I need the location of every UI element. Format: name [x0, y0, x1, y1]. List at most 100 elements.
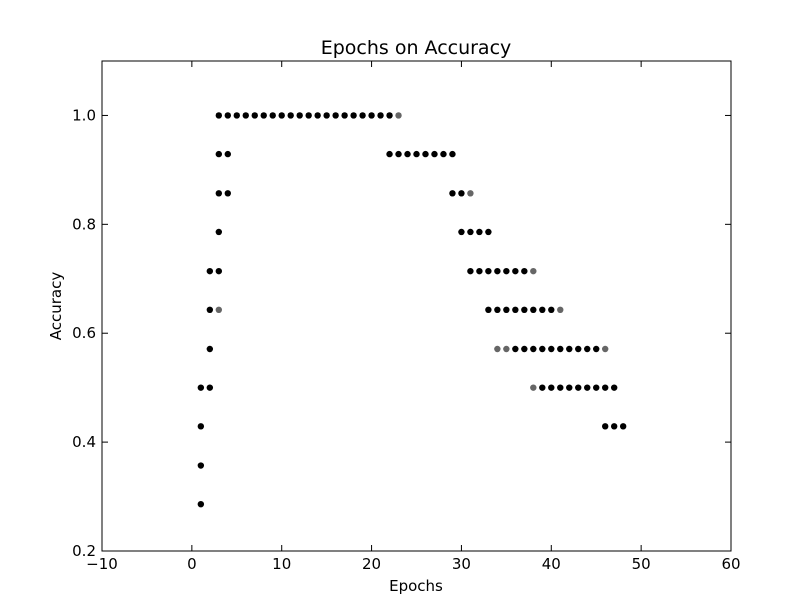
data-point — [206, 267, 214, 275]
x-tick-label: −10 — [86, 555, 118, 573]
data-point — [512, 306, 519, 314]
x-tick-label: 20 — [362, 555, 381, 573]
data-point — [386, 150, 393, 158]
data-point — [539, 345, 546, 353]
data-point — [539, 306, 546, 314]
data-point — [215, 112, 223, 119]
data-point — [503, 345, 510, 353]
x-tick-label: 60 — [721, 555, 740, 573]
data-point — [395, 150, 402, 158]
data-point — [206, 306, 214, 314]
data-point — [386, 112, 393, 119]
data-point — [602, 384, 609, 391]
x-tick-label: 10 — [272, 555, 291, 573]
data-point — [251, 112, 258, 119]
data-point — [512, 267, 519, 275]
data-point — [530, 306, 537, 314]
data-point — [467, 228, 474, 236]
data-point — [485, 267, 492, 275]
y-tick-label: 1.0 — [72, 106, 96, 124]
data-point — [206, 384, 214, 391]
data-point — [476, 228, 483, 236]
data-point — [548, 384, 555, 391]
x-tick-label: 30 — [452, 555, 471, 573]
data-point — [584, 384, 591, 391]
data-point — [395, 112, 402, 119]
y-tick-label: 0.8 — [72, 215, 96, 233]
data-point — [539, 384, 546, 391]
data-point — [233, 112, 240, 119]
data-point — [377, 112, 384, 119]
data-point — [332, 112, 339, 119]
plot-area — [101, 60, 732, 552]
data-point — [530, 267, 537, 275]
data-point — [350, 112, 357, 119]
data-points — [197, 112, 627, 508]
data-point — [548, 306, 555, 314]
data-point — [494, 345, 501, 353]
data-point — [593, 345, 600, 353]
data-point — [485, 228, 492, 236]
data-point — [269, 112, 276, 119]
data-point — [521, 306, 528, 314]
y-tick-label: 0.4 — [72, 433, 96, 451]
data-point — [619, 423, 627, 430]
y-tick-label: 0.2 — [72, 542, 96, 560]
data-point — [197, 462, 205, 469]
data-point — [242, 112, 249, 119]
y-axis-label: Accuracy — [47, 272, 65, 341]
data-point — [476, 267, 483, 275]
x-axis-label: Epochs — [389, 577, 443, 595]
data-point — [431, 150, 438, 158]
data-point — [610, 423, 618, 430]
data-point — [458, 228, 465, 236]
data-point — [503, 267, 510, 275]
data-point — [584, 345, 591, 353]
data-point — [341, 112, 348, 119]
data-point — [215, 228, 223, 236]
data-point — [610, 384, 618, 391]
data-point — [449, 190, 456, 197]
data-point — [368, 112, 375, 119]
chart-title: Epochs on Accuracy — [321, 37, 512, 59]
data-point — [593, 384, 600, 391]
data-point — [404, 150, 411, 158]
data-point — [260, 112, 267, 119]
data-point — [557, 384, 564, 391]
data-point — [215, 150, 223, 158]
data-point — [215, 306, 223, 314]
data-point — [575, 384, 582, 391]
data-point — [206, 345, 214, 353]
data-point — [197, 423, 205, 430]
data-point — [458, 190, 465, 197]
data-point — [323, 112, 330, 119]
data-point — [530, 345, 537, 353]
data-point — [557, 306, 564, 314]
data-point — [521, 345, 528, 353]
data-point — [314, 112, 321, 119]
data-point — [602, 345, 609, 353]
data-point — [566, 345, 573, 353]
data-point — [548, 345, 555, 353]
data-point — [557, 345, 564, 353]
data-point — [503, 306, 510, 314]
data-point — [215, 190, 223, 197]
data-point — [305, 112, 312, 119]
data-point — [485, 306, 492, 314]
data-point — [494, 306, 501, 314]
x-tick-label: 0 — [187, 555, 197, 573]
data-point — [467, 267, 474, 275]
data-point — [197, 384, 205, 391]
data-point — [278, 112, 285, 119]
data-point — [296, 112, 303, 119]
data-point — [530, 384, 537, 391]
data-point — [413, 150, 420, 158]
x-axis: −10 0 10 20 30 40 50 60 — [86, 61, 741, 573]
data-point — [224, 112, 231, 119]
data-point — [224, 190, 231, 197]
data-point — [422, 150, 429, 158]
data-point — [467, 190, 474, 197]
data-point — [359, 112, 366, 119]
data-point — [602, 423, 609, 430]
